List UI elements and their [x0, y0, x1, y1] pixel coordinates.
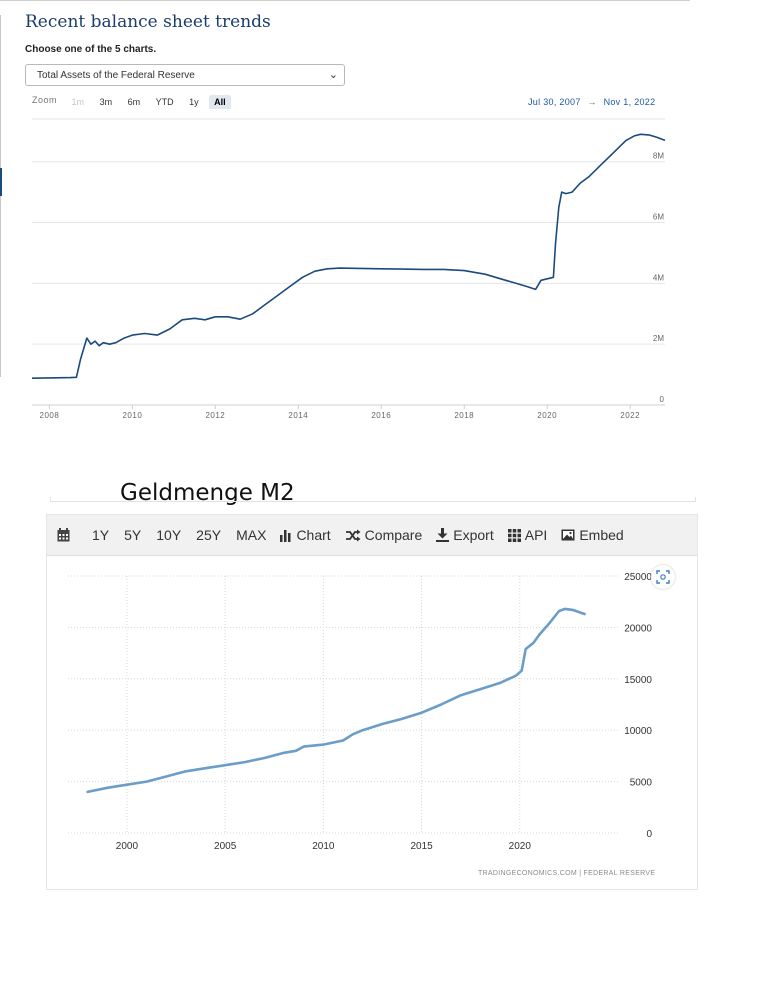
chart-select-dropdown[interactable]: Total Assets of the Federal Reserve ⌄ — [25, 64, 345, 86]
focus-button[interactable] — [651, 565, 675, 589]
compare-button[interactable]: Compare — [345, 527, 423, 543]
zoom-1y-button[interactable]: 1y — [189, 97, 199, 107]
left-scroll-marker — [0, 168, 2, 196]
download-icon — [436, 528, 450, 542]
grid-icon — [507, 528, 521, 542]
x-tick-label: 2012 — [205, 411, 225, 420]
embed-button-label: Embed — [579, 527, 624, 543]
range-max-button[interactable]: MAX — [236, 527, 267, 543]
x-tick-label: 2020 — [537, 411, 557, 420]
y-tick-label: 25000 — [624, 572, 652, 583]
api-button-label: API — [524, 527, 548, 543]
range-10y-button[interactable]: 10Y — [156, 527, 182, 543]
compare-button-label: Compare — [364, 527, 423, 543]
range-25y-button[interactable]: 25Y — [196, 527, 222, 543]
x-tick-label: 2015 — [410, 841, 433, 852]
range-1y-button[interactable]: 1Y — [92, 527, 110, 543]
image-icon — [561, 529, 575, 541]
x-tick-label: 2010 — [122, 411, 142, 420]
x-tick-label: 2005 — [214, 841, 237, 852]
chart-button-label: Chart — [296, 527, 331, 543]
zoom-all-button[interactable]: All — [209, 95, 231, 109]
chevron-down-icon: ⌄ — [328, 69, 338, 81]
range-5y-button[interactable]: 5Y — [124, 527, 142, 543]
x-tick-label: 2020 — [509, 841, 532, 852]
m2-toolbar: 1Y 5Y 10Y 25Y MAX Chart Compare — [47, 515, 697, 556]
x-tick-label: 2008 — [40, 411, 60, 420]
x-tick-label: 2016 — [371, 411, 391, 420]
zoom-1m-button[interactable]: 1m — [71, 97, 85, 107]
chart-button[interactable]: Chart — [280, 527, 331, 543]
embed-button[interactable]: Embed — [561, 527, 624, 543]
export-button[interactable]: Export — [436, 527, 494, 543]
zoom-3m-button[interactable]: 3m — [99, 97, 113, 107]
calendar-button[interactable] — [57, 528, 74, 542]
range-start-date[interactable]: Jul 30, 2007 — [528, 97, 581, 107]
fed-widget-title: Recent balance sheet trends — [25, 12, 271, 32]
y-tick-label: 8M — [653, 152, 664, 161]
api-button[interactable]: API — [507, 527, 548, 543]
export-button-label: Export — [453, 527, 494, 543]
m2-line — [86, 607, 586, 794]
x-tick-label: 2022 — [620, 411, 640, 420]
x-tick-label: 2014 — [288, 411, 308, 420]
zoom-ytd-button[interactable]: YTD — [155, 97, 174, 107]
fed-widget-subtitle: Choose one of the 5 charts. — [25, 44, 157, 55]
total-assets-line — [31, 133, 666, 379]
m2-money-supply-chart: 0 5000 10000 15000 20000 25000 2000 2005 2010 201… — [68, 572, 653, 852]
range-end-date[interactable]: Nov 1, 2022 — [603, 97, 656, 107]
x-tick-label: 2018 — [454, 411, 474, 420]
y-tick-label: 0 — [660, 395, 665, 404]
y-tick-label: 5000 — [630, 778, 653, 789]
shuffle-icon — [345, 529, 361, 542]
y-tick-label: 6M — [653, 213, 664, 222]
range-arrow: → — [587, 97, 597, 107]
focus-icon — [656, 570, 670, 584]
x-tick-label: 2000 — [116, 841, 139, 852]
y-tick-label: 15000 — [624, 675, 652, 686]
left-divider — [0, 15, 1, 377]
y-tick-label: 2M — [653, 334, 664, 343]
y-tick-label: 4M — [653, 273, 664, 282]
m2-chart-frame — [46, 514, 698, 890]
calendar-icon — [57, 528, 70, 542]
y-tick-label: 10000 — [624, 726, 652, 737]
m2-title-divider — [50, 497, 696, 502]
fed-total-assets-chart: 0 2M 4M 6M 8M 2008 2010 2012 2014 2016 2018 2020 202… — [31, 118, 666, 420]
x-tick-label: 2010 — [312, 841, 335, 852]
chart-select-value: Total Assets of the Federal Reserve — [37, 70, 195, 81]
y-tick-label: 0 — [646, 829, 652, 840]
bar-chart-icon — [280, 529, 292, 542]
m2-widget-title: Geldmenge M2 — [120, 480, 295, 506]
zoom-label: Zoom — [32, 95, 58, 105]
zoom-6m-button[interactable]: 6m — [127, 97, 141, 107]
zoom-controls: Zoom 1m 3m 6m YTD 1y All — [32, 95, 234, 111]
y-tick-label: 20000 — [624, 623, 652, 634]
top-divider — [0, 0, 690, 1]
date-range: Jul 30, 2007 → Nov 1, 2022 — [528, 97, 655, 107]
source-note: TRADINGECONOMICS.COM | FEDERAL RESERVE — [478, 870, 656, 877]
